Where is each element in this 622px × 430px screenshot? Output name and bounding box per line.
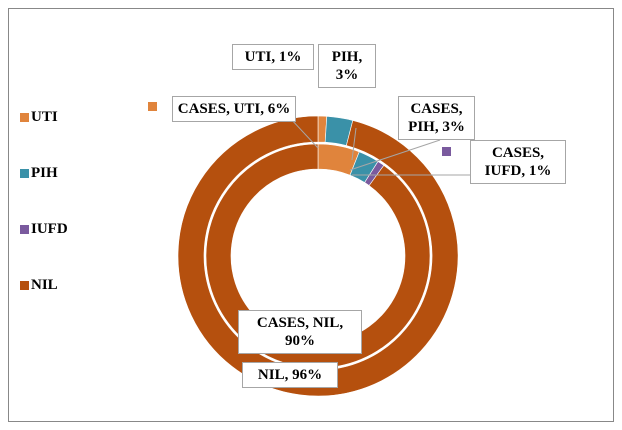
legend-label: PIH — [31, 165, 58, 181]
data-label: CASES, IUFD, 1% — [470, 140, 566, 184]
legend-swatch — [20, 113, 29, 122]
leader-line — [351, 127, 357, 161]
legend-item: NIL — [20, 277, 58, 294]
legend-swatch — [20, 169, 29, 178]
label-marker — [148, 102, 157, 111]
legend-label: IUFD — [31, 221, 68, 237]
label-marker — [442, 147, 451, 156]
leader-line — [289, 117, 319, 149]
legend-swatch — [20, 225, 29, 234]
legend-swatch — [20, 281, 29, 290]
data-label: NIL, 96% — [242, 362, 338, 388]
legend-label: UTI — [31, 109, 58, 125]
data-label: CASES, UTI, 6% — [172, 96, 296, 122]
data-label: CASES, NIL, 90% — [238, 310, 362, 354]
doughnut-segment — [205, 143, 431, 369]
data-label: CASES, PIH, 3% — [398, 96, 475, 140]
data-label: PIH, 3% — [318, 44, 376, 88]
legend-item: IUFD — [20, 221, 68, 238]
leader-line — [349, 139, 441, 171]
legend-item: UTI — [20, 109, 58, 126]
legend-label: NIL — [31, 277, 58, 293]
data-label: UTI, 1% — [232, 44, 314, 70]
legend-item: PIH — [20, 165, 58, 182]
doughnut-segment — [177, 115, 459, 397]
